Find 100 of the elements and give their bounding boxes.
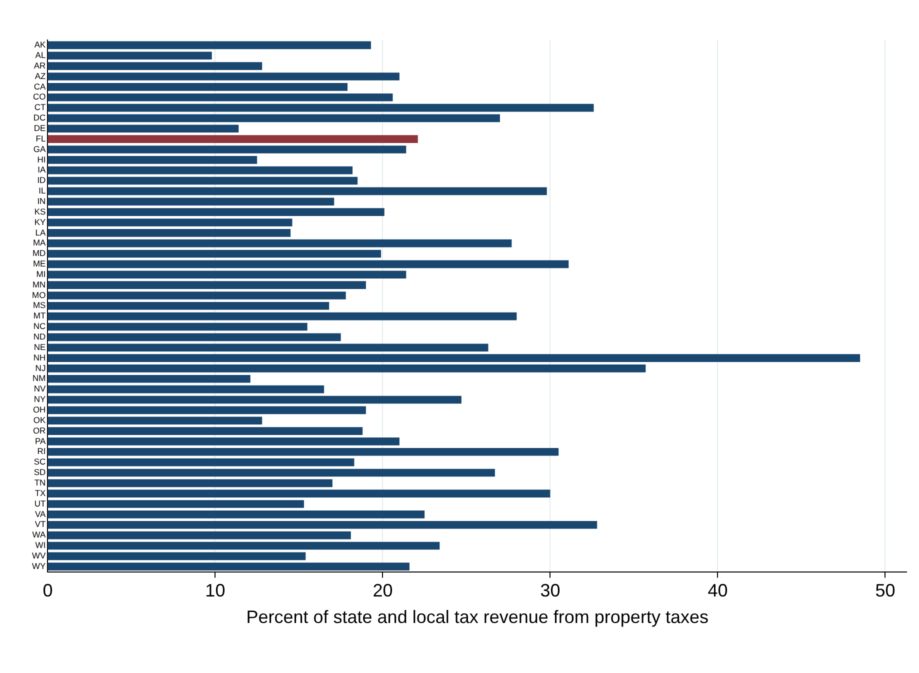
y-tick-label: MA <box>32 238 46 248</box>
y-tick-label: DC <box>33 112 46 123</box>
y-tick-label: NM <box>32 373 46 384</box>
bar <box>48 250 382 258</box>
bar <box>48 83 348 91</box>
y-tick-label: MI <box>36 268 46 279</box>
y-tick-label: FL <box>36 133 46 144</box>
y-tick-label: UT <box>34 498 46 508</box>
bar <box>48 156 258 164</box>
x-axis-title: Percent of state and local tax revenue from property taxes <box>246 607 708 628</box>
bar <box>48 135 418 143</box>
bar <box>48 104 594 112</box>
x-tick-label: 50 <box>875 580 896 601</box>
y-tick-label: MN <box>32 279 46 290</box>
bar <box>48 385 324 394</box>
bar <box>48 270 406 279</box>
y-tick-label: TN <box>34 478 46 488</box>
bar <box>48 260 569 268</box>
bar <box>48 531 351 540</box>
y-tick-label: DE <box>34 122 46 133</box>
bar <box>48 62 262 70</box>
y-tick-label: RI <box>37 446 46 456</box>
bar <box>48 93 393 102</box>
y-tick-label: WI <box>35 540 46 550</box>
x-tick-label: 0 <box>42 580 53 601</box>
bar <box>48 229 291 237</box>
bar <box>48 364 646 372</box>
y-tick-label: OR <box>32 425 46 436</box>
y-tick-label: WV <box>32 550 46 561</box>
y-tick-label: AZ <box>34 70 46 81</box>
bar <box>48 312 517 320</box>
bar <box>48 72 400 80</box>
bar <box>48 52 212 60</box>
bar <box>48 333 341 342</box>
bar <box>48 490 550 498</box>
y-tick-label: OK <box>33 414 46 425</box>
bar <box>48 146 406 154</box>
bar <box>48 500 304 508</box>
y-tick-label: VT <box>34 519 46 530</box>
y-tick-label: WY <box>32 560 46 571</box>
bar <box>48 458 354 466</box>
x-tick-label: 10 <box>205 580 226 601</box>
x-tick-label: 20 <box>372 580 393 601</box>
bar <box>48 406 366 414</box>
bar <box>48 239 512 248</box>
y-tick-label: OH <box>32 404 46 415</box>
bar <box>48 542 440 550</box>
y-tick-label: NJ <box>35 362 46 373</box>
bar <box>48 468 495 477</box>
y-tick-label: IL <box>38 186 46 196</box>
y-tick-label: MO <box>32 290 46 300</box>
y-tick-label: CA <box>34 81 46 92</box>
bar <box>48 302 330 310</box>
y-tick-label: NY <box>34 394 46 404</box>
y-tick-label: PA <box>34 436 46 446</box>
y-tick-label: KS <box>34 206 46 216</box>
y-tick-label: NH <box>33 352 46 362</box>
bar <box>48 374 250 383</box>
y-tick-label: IA <box>38 164 46 175</box>
bar <box>48 322 308 331</box>
bar <box>48 562 410 570</box>
bar <box>48 552 306 560</box>
y-tick-label: WA <box>32 530 46 540</box>
y-tick-label: IN <box>37 196 46 206</box>
bar <box>48 208 384 216</box>
y-tick-label: NE <box>34 342 46 352</box>
y-tick-label: HI <box>37 154 46 164</box>
y-tick-label: TX <box>34 488 46 498</box>
y-tick-label: CT <box>34 102 46 112</box>
bar <box>48 438 400 446</box>
bar <box>48 416 262 425</box>
y-tick-label: MS <box>32 300 46 310</box>
y-tick-label: VA <box>34 508 46 519</box>
bar <box>48 292 346 300</box>
y-tick-label: ND <box>33 332 46 342</box>
y-tick-label: KY <box>34 216 46 227</box>
bar <box>48 354 860 362</box>
bar <box>48 427 363 435</box>
bar <box>48 281 366 289</box>
y-tick-label: SD <box>34 467 46 478</box>
y-tick-label: AL <box>35 50 46 60</box>
x-tick-label: 40 <box>708 580 728 601</box>
bar <box>48 124 239 133</box>
y-tick-label: AK <box>34 40 46 50</box>
y-tick-label: ID <box>37 175 46 186</box>
bar <box>48 114 500 122</box>
bar <box>48 166 353 174</box>
bar <box>48 448 559 456</box>
bar <box>48 510 425 518</box>
bar <box>48 41 371 50</box>
bar <box>48 479 332 488</box>
y-tick-label: GA <box>33 144 46 154</box>
y-tick-label: AR <box>34 60 46 70</box>
y-tick-label: NV <box>34 384 46 394</box>
y-tick-label: ME <box>32 258 46 269</box>
bar <box>48 187 547 196</box>
bar <box>48 176 358 185</box>
y-tick-label: SC <box>34 456 46 467</box>
bar <box>48 396 462 404</box>
bar <box>48 520 598 529</box>
